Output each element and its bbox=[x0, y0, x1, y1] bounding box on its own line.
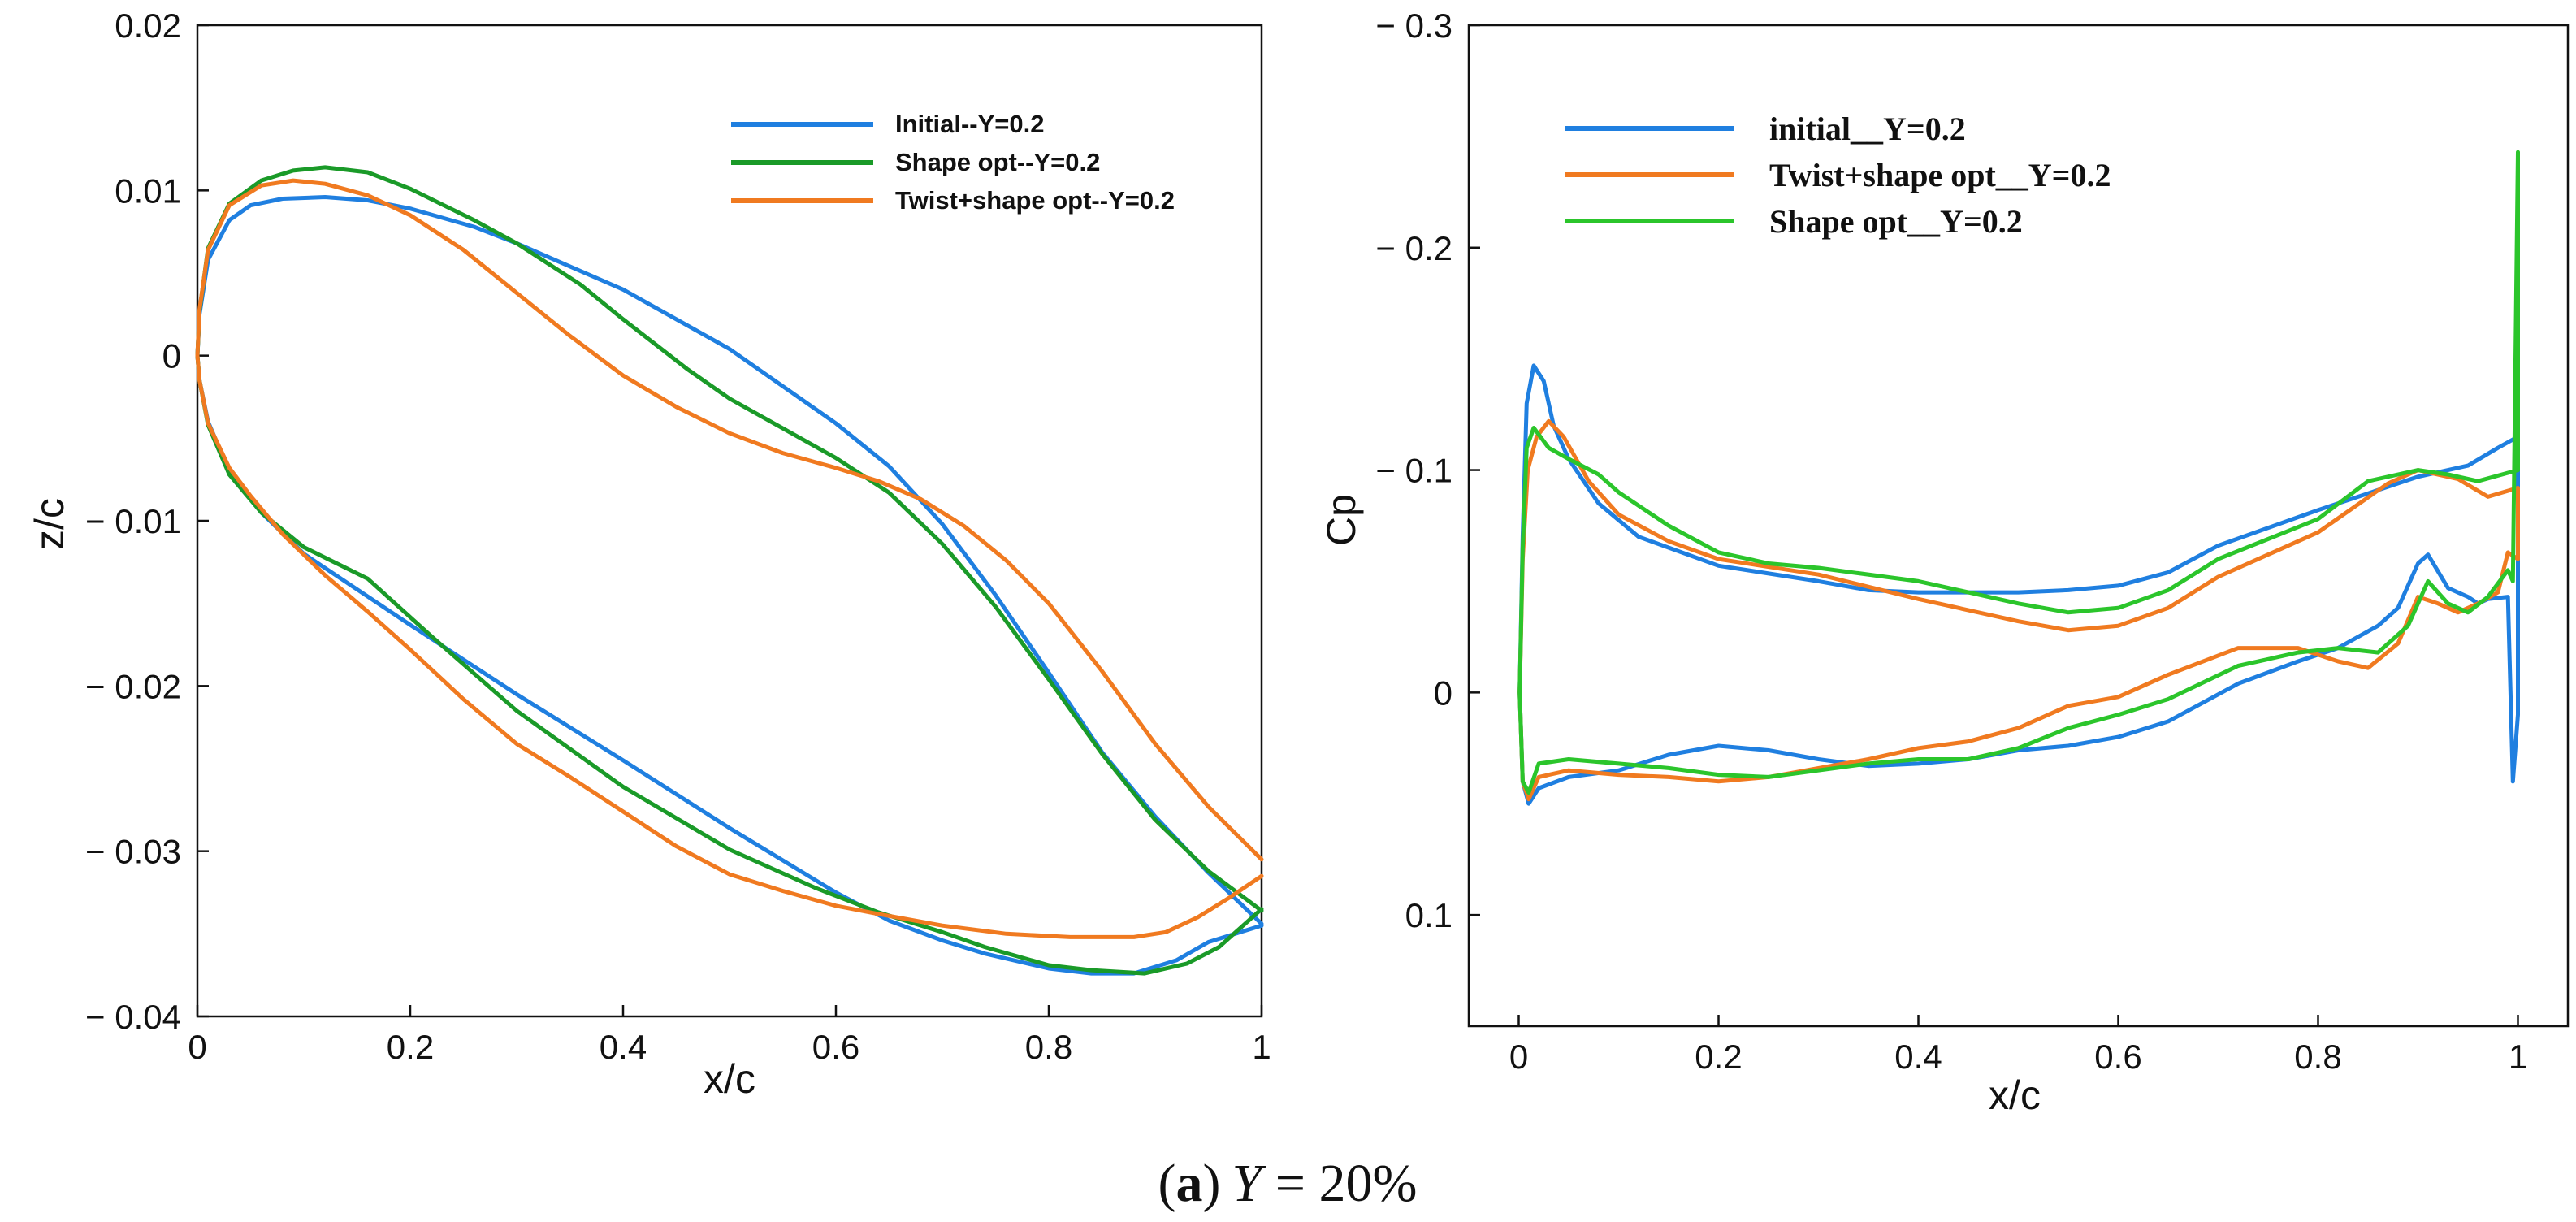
y-tick-label: − 0.03 bbox=[85, 833, 181, 871]
series-group bbox=[1517, 150, 2520, 806]
y-tick-label: 0.02 bbox=[115, 6, 181, 45]
x-tick-label: 0 bbox=[1509, 1038, 1528, 1076]
x-tick-label: 1 bbox=[1252, 1028, 1271, 1066]
y-tick-label: − 0.04 bbox=[85, 998, 181, 1036]
y-tick-label: 0 bbox=[1434, 674, 1453, 712]
x-tick-label: 0.4 bbox=[600, 1028, 647, 1066]
y-tick-label: − 0.01 bbox=[85, 502, 181, 540]
legend: Initial--Y=0.2 Shape opt--Y=0.2 Twist+sh… bbox=[731, 110, 1175, 214]
airfoil-shape-chart: 0 0.2 0.4 0.6 0.8 1 0.02 0.01 0 − 0.01 − 0.02 − 0.0… bbox=[27, 6, 1271, 1102]
x-axis-label: x/c bbox=[704, 1056, 755, 1102]
y-tick-label: 0 bbox=[162, 337, 181, 375]
x-tick-label: 0.8 bbox=[1025, 1028, 1072, 1066]
caption-label: a bbox=[1176, 1154, 1203, 1213]
x-tick-label: 0 bbox=[188, 1028, 206, 1066]
series-line-3 bbox=[195, 178, 1264, 939]
x-tick-label: 1 bbox=[2509, 1038, 2527, 1076]
caption-close: ) bbox=[1203, 1154, 1221, 1213]
legend-label-initial: initial__Y=0.2 bbox=[1769, 110, 1966, 147]
y-tick-label: − 0.1 bbox=[1375, 452, 1453, 490]
y-axis-label: Cp bbox=[1318, 494, 1364, 546]
series-group bbox=[195, 165, 1264, 976]
y-tick-label: − 0.02 bbox=[85, 667, 181, 705]
legend-label-initial: Initial--Y=0.2 bbox=[895, 110, 1044, 138]
x-tick-label: 0.6 bbox=[2094, 1038, 2141, 1076]
y-tick-label: 0.1 bbox=[1405, 896, 1453, 934]
figure-caption: (a) Y = 20% bbox=[1158, 1154, 1418, 1213]
caption-rest: = 20% bbox=[1262, 1154, 1417, 1213]
y-tick-label: 0.01 bbox=[115, 171, 181, 210]
x-tick-label: 0.8 bbox=[2294, 1038, 2341, 1076]
x-tick-label: 0.6 bbox=[812, 1028, 859, 1066]
x-tick-label: 0.4 bbox=[1894, 1038, 1942, 1076]
tick-group: 0 0.2 0.4 0.6 0.8 1 − 0.3 − 0.2 − 0.1 0 0.1 bbox=[1375, 6, 2527, 1076]
legend: initial__Y=0.2 Twist+shape opt__Y=0.2 Sh… bbox=[1565, 110, 2111, 240]
y-tick-label: − 0.2 bbox=[1375, 229, 1453, 267]
caption-open: ( bbox=[1158, 1154, 1176, 1213]
tick-group: 0 0.2 0.4 0.6 0.8 1 0.02 0.01 0 − 0.01 − 0.02 − 0.0… bbox=[85, 6, 1271, 1066]
legend-label-twist-shape-opt: Twist+shape opt--Y=0.2 bbox=[895, 186, 1175, 214]
x-tick-label: 0.2 bbox=[387, 1028, 434, 1066]
y-axis-label: z/c bbox=[27, 498, 72, 550]
legend-label-shape-opt: Shape opt--Y=0.2 bbox=[895, 148, 1100, 176]
caption-text: Y bbox=[1232, 1154, 1267, 1213]
legend-label-shape-opt: Shape opt__Y=0.2 bbox=[1769, 203, 2023, 240]
series-line-3 bbox=[1517, 150, 2520, 795]
x-tick-label: 0.2 bbox=[1695, 1038, 1742, 1076]
x-axis-label: x/c bbox=[1989, 1072, 2041, 1118]
plot-frame bbox=[1467, 24, 2570, 1028]
pressure-coefficient-chart: 0 0.2 0.4 0.6 0.8 1 − 0.3 − 0.2 − 0.1 0 0.1 x/c Cp… bbox=[1318, 6, 2570, 1118]
y-tick-label: − 0.3 bbox=[1375, 6, 1453, 45]
legend-label-twist-shape-opt: Twist+shape opt__Y=0.2 bbox=[1769, 157, 2111, 193]
